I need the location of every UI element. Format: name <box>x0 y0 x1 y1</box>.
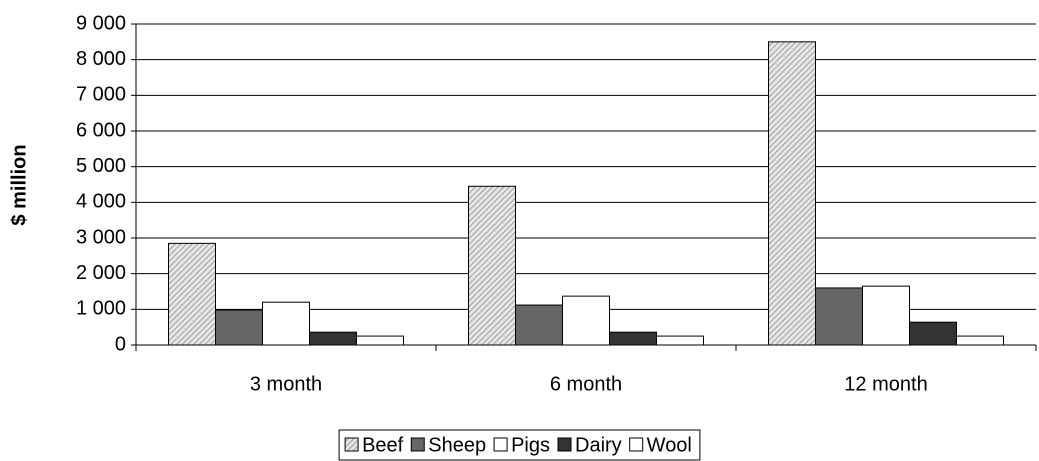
x-tick-label: 6 month <box>550 373 622 395</box>
bar <box>356 335 404 346</box>
y-tick-label: 6 000 <box>76 119 126 141</box>
bar <box>609 331 657 346</box>
legend-label: Dairy <box>575 434 622 456</box>
y-tick-label: 4 000 <box>76 191 126 213</box>
y-axis-title: $ million <box>8 144 30 225</box>
x-tick-label: 3 month <box>250 373 322 395</box>
legend-label: Wool <box>647 434 692 456</box>
legend-swatch <box>410 437 425 452</box>
bar <box>768 41 816 346</box>
legend-swatch <box>493 437 508 452</box>
legend-swatch <box>344 437 359 452</box>
bar <box>468 185 516 346</box>
legend-label: Beef <box>362 434 404 456</box>
y-tick-label: 0 <box>115 333 126 355</box>
y-tick-label: 5 000 <box>76 155 126 177</box>
bar <box>562 295 610 346</box>
y-tick-label: 7 000 <box>76 84 126 106</box>
y-tick-label: 1 000 <box>76 298 126 320</box>
bar <box>656 335 704 346</box>
bar <box>515 304 563 346</box>
legend-label: Sheep <box>428 434 486 456</box>
bar <box>815 287 863 346</box>
bar <box>309 331 357 346</box>
bar <box>215 309 263 346</box>
bar <box>956 335 1004 346</box>
bar <box>862 285 910 346</box>
bar <box>909 321 957 346</box>
y-tick-label: 9 000 <box>76 12 126 34</box>
bar <box>168 242 216 346</box>
bar <box>262 301 310 346</box>
y-tick-label: 2 000 <box>76 262 126 284</box>
legend-swatch <box>557 437 572 452</box>
y-tick-label: 8 000 <box>76 48 126 70</box>
legend-swatch <box>629 437 644 452</box>
y-tick-label: 3 000 <box>76 226 126 248</box>
x-tick-label: 12 month <box>844 373 927 395</box>
legend-label: Pigs <box>511 434 550 456</box>
